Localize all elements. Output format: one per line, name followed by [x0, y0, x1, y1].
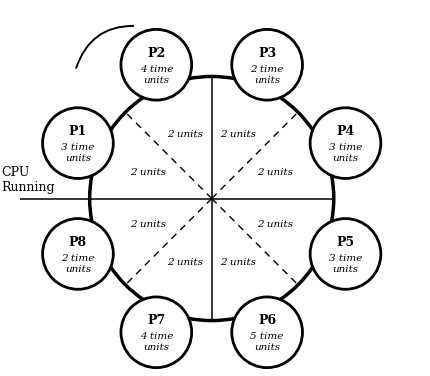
Text: P3: P3 — [258, 47, 276, 60]
Text: 2 units: 2 units — [220, 130, 255, 139]
Text: 2 time
units: 2 time units — [250, 65, 283, 85]
Circle shape — [43, 108, 113, 179]
FancyArrowPatch shape — [76, 26, 133, 68]
Text: P5: P5 — [336, 236, 354, 249]
Text: P2: P2 — [147, 47, 165, 60]
Text: 2 units: 2 units — [257, 220, 293, 229]
Text: P8: P8 — [69, 236, 87, 249]
Text: P6: P6 — [258, 314, 276, 327]
Text: CPU
Running: CPU Running — [1, 166, 55, 194]
Text: 2 units: 2 units — [167, 130, 203, 139]
Text: P4: P4 — [335, 125, 354, 138]
Text: 4 time
units: 4 time units — [139, 332, 172, 352]
Circle shape — [310, 108, 380, 179]
Text: 2 units: 2 units — [220, 258, 255, 267]
Text: 2 units: 2 units — [167, 258, 203, 267]
Circle shape — [121, 297, 191, 368]
Circle shape — [231, 29, 302, 100]
Circle shape — [231, 297, 302, 368]
Circle shape — [43, 218, 113, 289]
Circle shape — [121, 29, 191, 100]
Text: 2 units: 2 units — [129, 220, 166, 229]
Circle shape — [310, 218, 380, 289]
Text: 3 time
units: 3 time units — [328, 254, 361, 274]
Text: P7: P7 — [147, 314, 165, 327]
Text: 2 time
units: 2 time units — [61, 254, 95, 274]
Text: 3 time
units: 3 time units — [328, 143, 361, 163]
Text: 5 time
units: 5 time units — [250, 332, 283, 352]
Text: 3 time
units: 3 time units — [61, 143, 95, 163]
Text: 2 units: 2 units — [129, 168, 166, 177]
Text: 4 time
units: 4 time units — [139, 65, 172, 85]
Text: P1: P1 — [69, 125, 87, 138]
Text: 2 units: 2 units — [257, 168, 293, 177]
